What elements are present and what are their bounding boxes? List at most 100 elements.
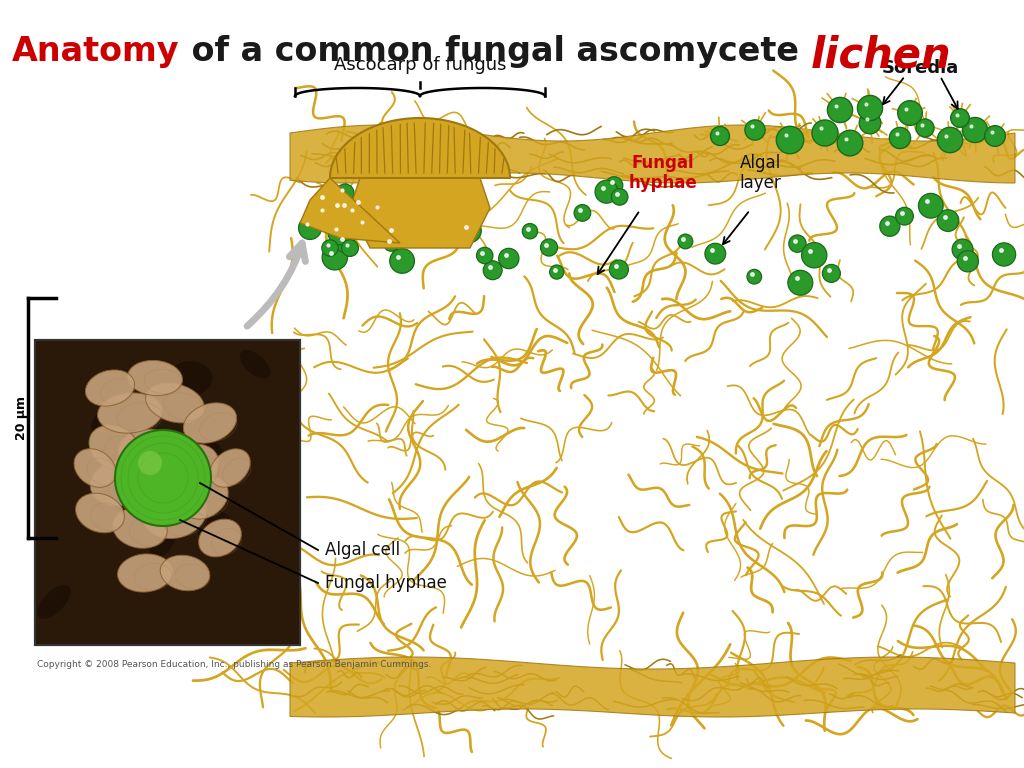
Text: Ascocarp of fungus: Ascocarp of fungus — [334, 56, 506, 74]
Ellipse shape — [90, 460, 150, 506]
Circle shape — [550, 265, 564, 279]
Circle shape — [919, 194, 943, 218]
Circle shape — [890, 127, 910, 148]
Circle shape — [574, 204, 591, 221]
Circle shape — [827, 98, 853, 123]
Circle shape — [328, 221, 352, 245]
Circle shape — [744, 120, 765, 140]
Circle shape — [483, 261, 502, 280]
Circle shape — [898, 101, 923, 125]
Circle shape — [323, 244, 347, 270]
Circle shape — [611, 189, 628, 205]
Circle shape — [705, 243, 726, 264]
Ellipse shape — [74, 449, 116, 487]
Ellipse shape — [119, 429, 191, 487]
Circle shape — [985, 126, 1006, 147]
Circle shape — [746, 270, 762, 284]
Circle shape — [937, 210, 958, 231]
Text: Fungal
hyphae: Fungal hyphae — [629, 154, 697, 193]
Circle shape — [476, 247, 493, 263]
Circle shape — [384, 236, 399, 251]
Circle shape — [342, 240, 358, 257]
Polygon shape — [290, 657, 1015, 717]
Text: Soredia: Soredia — [882, 59, 958, 77]
Circle shape — [336, 184, 354, 202]
Circle shape — [916, 119, 934, 137]
Circle shape — [499, 248, 519, 269]
Circle shape — [351, 195, 372, 216]
Circle shape — [355, 216, 375, 236]
Circle shape — [822, 264, 841, 283]
Circle shape — [859, 112, 881, 134]
Circle shape — [313, 190, 337, 214]
Polygon shape — [300, 178, 400, 243]
Circle shape — [812, 120, 838, 146]
Circle shape — [316, 204, 334, 221]
Ellipse shape — [182, 477, 228, 519]
Circle shape — [788, 235, 806, 253]
Circle shape — [957, 250, 979, 272]
Circle shape — [896, 207, 913, 225]
Ellipse shape — [210, 449, 250, 487]
Circle shape — [678, 234, 693, 249]
Ellipse shape — [143, 488, 207, 538]
Text: 20 μm: 20 μm — [15, 396, 29, 440]
Circle shape — [857, 95, 883, 121]
Circle shape — [382, 222, 408, 247]
Polygon shape — [350, 178, 490, 248]
Ellipse shape — [89, 425, 141, 471]
Text: Algal
layer: Algal layer — [739, 154, 781, 193]
Circle shape — [371, 201, 389, 219]
Circle shape — [992, 243, 1016, 266]
Circle shape — [838, 131, 863, 156]
Text: Fungal hyphae: Fungal hyphae — [325, 574, 446, 592]
Ellipse shape — [128, 360, 182, 396]
Polygon shape — [290, 125, 1015, 183]
Circle shape — [299, 217, 322, 240]
Ellipse shape — [113, 508, 167, 548]
Ellipse shape — [145, 383, 205, 423]
Ellipse shape — [183, 403, 237, 443]
Circle shape — [711, 127, 729, 145]
Ellipse shape — [160, 555, 210, 591]
Ellipse shape — [97, 393, 163, 433]
Ellipse shape — [37, 584, 71, 619]
Ellipse shape — [76, 493, 124, 533]
Circle shape — [541, 239, 558, 256]
Text: Copyright © 2008 Pearson Education, Inc., publishing as Pearson Benjamin Cumming: Copyright © 2008 Pearson Education, Inc.… — [37, 660, 431, 669]
Ellipse shape — [150, 525, 176, 557]
Circle shape — [609, 260, 629, 279]
Circle shape — [776, 126, 804, 154]
Circle shape — [787, 270, 813, 295]
Ellipse shape — [166, 362, 212, 397]
Circle shape — [335, 233, 355, 253]
Bar — [35, 340, 300, 645]
Polygon shape — [330, 118, 510, 178]
Circle shape — [138, 451, 162, 475]
Circle shape — [336, 197, 358, 221]
Text: Anatomy: Anatomy — [12, 35, 180, 68]
Ellipse shape — [199, 519, 242, 557]
Bar — [35, 340, 300, 645]
Circle shape — [522, 223, 538, 239]
Circle shape — [937, 127, 963, 153]
Ellipse shape — [118, 554, 172, 592]
Ellipse shape — [200, 439, 223, 461]
Circle shape — [880, 216, 900, 237]
Circle shape — [328, 197, 353, 222]
Text: of a common fungal ascomycete: of a common fungal ascomycete — [180, 35, 810, 68]
Circle shape — [605, 177, 623, 194]
Text: Algal cell: Algal cell — [325, 541, 400, 559]
Ellipse shape — [240, 350, 270, 379]
Circle shape — [345, 203, 365, 223]
Circle shape — [952, 239, 973, 260]
Circle shape — [950, 109, 970, 127]
Ellipse shape — [198, 511, 231, 544]
Circle shape — [458, 219, 481, 243]
Circle shape — [322, 240, 338, 257]
Ellipse shape — [85, 370, 134, 406]
Text: lichen: lichen — [810, 35, 951, 77]
Ellipse shape — [153, 432, 179, 478]
Circle shape — [390, 249, 415, 273]
Circle shape — [115, 430, 211, 526]
